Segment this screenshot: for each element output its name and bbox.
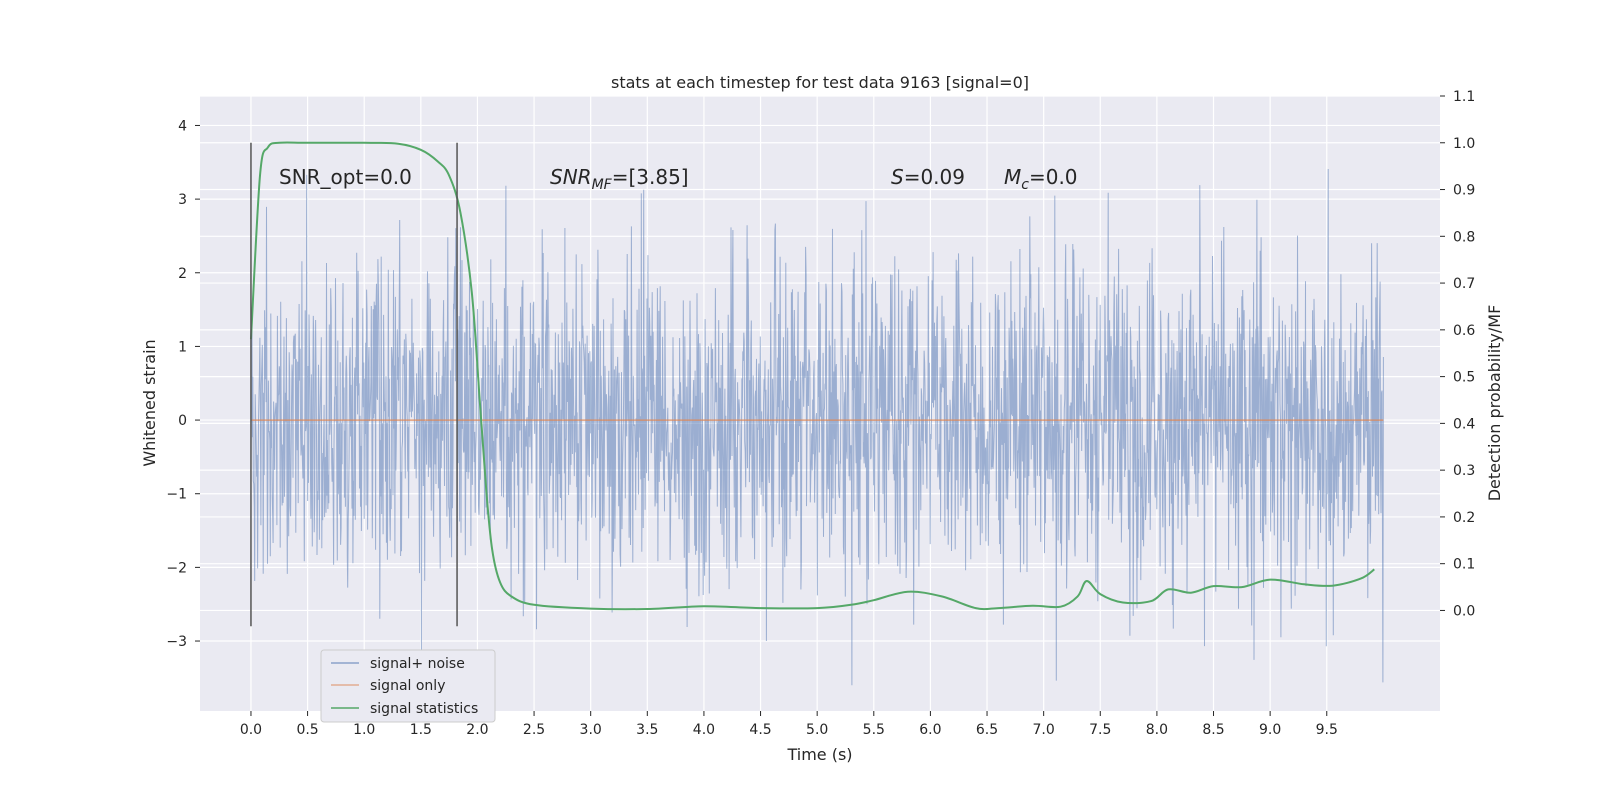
x-tick-label: 4.0 <box>693 722 715 738</box>
y2-tick-label: 0.7 <box>1453 276 1475 292</box>
y-tick-label: 0 <box>178 413 187 429</box>
annotation-mc-rest: =0.0 <box>1029 165 1078 189</box>
y2-tick-label: 0.2 <box>1453 510 1475 526</box>
series-lines <box>249 141 1384 611</box>
x-tick-label: 7.0 <box>1033 722 1055 738</box>
x-tick-label: 9.5 <box>1316 722 1338 738</box>
y-tick-label: 2 <box>178 266 187 282</box>
y2-tick-label: 1.0 <box>1453 136 1475 152</box>
x-tick-label: 1.5 <box>410 722 432 738</box>
y-tick-label: −2 <box>166 560 187 576</box>
line-signal-noise <box>250 168 1384 686</box>
x-tick-label: 6.5 <box>976 722 998 738</box>
legend-label-signal-statistics: signal statistics <box>370 701 478 717</box>
y-tick-label: −1 <box>166 487 187 503</box>
marker-lines <box>250 142 458 627</box>
annotation-mc: Mc=0.0 <box>1004 165 1078 193</box>
y2-tick-label: 1.1 <box>1453 89 1475 105</box>
chart-title: stats at each timestep for test data 916… <box>611 73 1029 92</box>
x-tick-label: 8.5 <box>1202 722 1224 738</box>
x-tick-label: 7.5 <box>1089 722 1111 738</box>
y2-tick-label: 0.6 <box>1453 323 1475 339</box>
annotation-snr-mf-rest: =[3.85] <box>612 165 689 189</box>
y2-tick-label: 0.9 <box>1453 183 1475 199</box>
legend-label-signal-noise: signal+ noise <box>370 656 465 672</box>
legend-label-signal-only: signal only <box>370 678 445 694</box>
annotation-s: S=0.09 <box>891 165 965 189</box>
y2-tick-label: 0.8 <box>1453 229 1475 245</box>
x-tick-label: 2.0 <box>466 722 488 738</box>
y2-tick-label: 0.3 <box>1453 463 1475 479</box>
annotation-snr-mf-sub: MF <box>592 177 613 193</box>
annotation-snr-opt: SNR_opt=0.0 <box>279 165 412 189</box>
y2-axis-label: Detection probability/MF <box>1485 305 1504 502</box>
x-tick-label: 0.0 <box>240 722 262 738</box>
x-axis-label: Time (s) <box>786 745 852 764</box>
y-axis-label: Whitened strain <box>140 339 159 466</box>
annotation-snr-mf-main: SNR <box>550 165 592 189</box>
y-tick-label: −3 <box>166 634 187 650</box>
x-tick-label: 6.0 <box>919 722 941 738</box>
line-signal-statistics <box>249 141 1375 611</box>
annotation-mc-sub: c <box>1021 177 1029 193</box>
legend: signal+ noise signal only signal statist… <box>320 649 496 723</box>
x-tick-label: 4.5 <box>749 722 771 738</box>
axes: 0.0 0.5 1.0 1.5 2.0 2.5 3.0 3.5 4.0 4.5 5.0 5.5 6.0 6… <box>166 89 1475 738</box>
legend-frame <box>320 649 496 723</box>
y2-tick-label: 0.0 <box>1453 603 1475 619</box>
series-signal-noise <box>250 168 1384 686</box>
annotation-s-rest: =0.09 <box>904 165 965 189</box>
x-tick-label: 3.0 <box>580 722 602 738</box>
x-tick-label: 3.5 <box>636 722 658 738</box>
y-tick-label: 3 <box>178 192 187 208</box>
x-tick-label: 8.0 <box>1146 722 1168 738</box>
x-tick-label: 5.0 <box>806 722 828 738</box>
x-tick-label: 1.0 <box>353 722 375 738</box>
x-tick-label: 5.5 <box>863 722 885 738</box>
x-tick-label: 0.5 <box>296 722 318 738</box>
y-tick-label: 4 <box>178 118 187 134</box>
annotation-mc-main: M <box>1004 165 1021 189</box>
annotation-snr-mf: SNRMF=[3.85] <box>550 165 689 193</box>
y-tick-label: 1 <box>178 339 187 355</box>
y2-tick-label: 0.5 <box>1453 370 1475 386</box>
annotation-s-main: S <box>891 165 904 189</box>
y2-tick-label: 0.1 <box>1453 557 1475 573</box>
x-tick-label: 2.5 <box>523 722 545 738</box>
x-tick-label: 9.0 <box>1259 722 1281 738</box>
y2-tick-label: 0.4 <box>1453 416 1475 432</box>
